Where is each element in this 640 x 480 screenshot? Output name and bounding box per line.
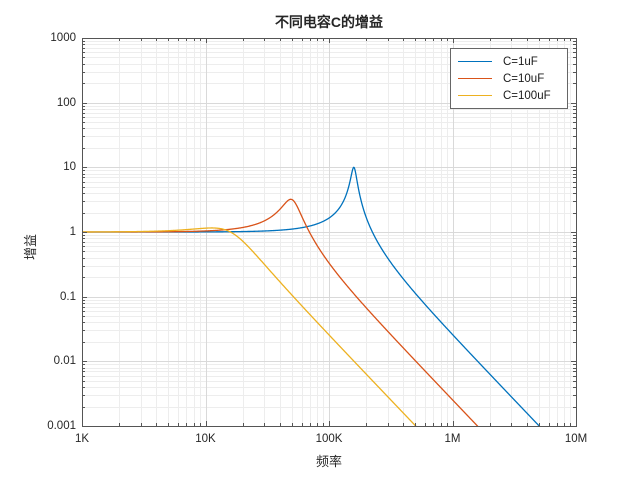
y-tick-label: 1000 <box>50 32 76 44</box>
legend-item: C=1uF <box>451 53 567 70</box>
y-tick-label: 100 <box>56 96 76 109</box>
legend-item-label: C=100uF <box>503 89 551 102</box>
legend-item-label: C=10uF <box>503 72 545 85</box>
legend-item: C=10uF <box>451 70 567 87</box>
x-tick-label: 1K <box>74 433 90 445</box>
legend-item-label: C=1uF <box>503 55 538 68</box>
chart-title: 不同电容C的增益 <box>274 14 384 30</box>
legend-line-sample <box>458 78 492 79</box>
y-tick-label: 0.01 <box>53 355 76 368</box>
y-tick-label: 0.1 <box>60 290 76 303</box>
legend: C=1uF C=10uF C=100uF <box>450 48 568 109</box>
y-tick-label: 10 <box>63 161 76 174</box>
y-tick-label: 0.001 <box>47 420 76 432</box>
x-tick-label: 100K <box>315 433 343 445</box>
major-gridlines <box>82 38 576 426</box>
y-tick-label: 1 <box>69 226 76 238</box>
x-tick-label: 10M <box>564 433 588 445</box>
x-tick-label: 10K <box>195 433 216 445</box>
legend-line-sample <box>458 61 492 62</box>
x-tick-label: 1M <box>444 433 461 445</box>
x-axis-label: 频率 <box>315 454 342 469</box>
legend-item: C=100uF <box>451 87 567 104</box>
data-curves <box>82 166 541 426</box>
legend-line-sample <box>458 95 492 96</box>
axis-tick-marks <box>82 38 577 427</box>
